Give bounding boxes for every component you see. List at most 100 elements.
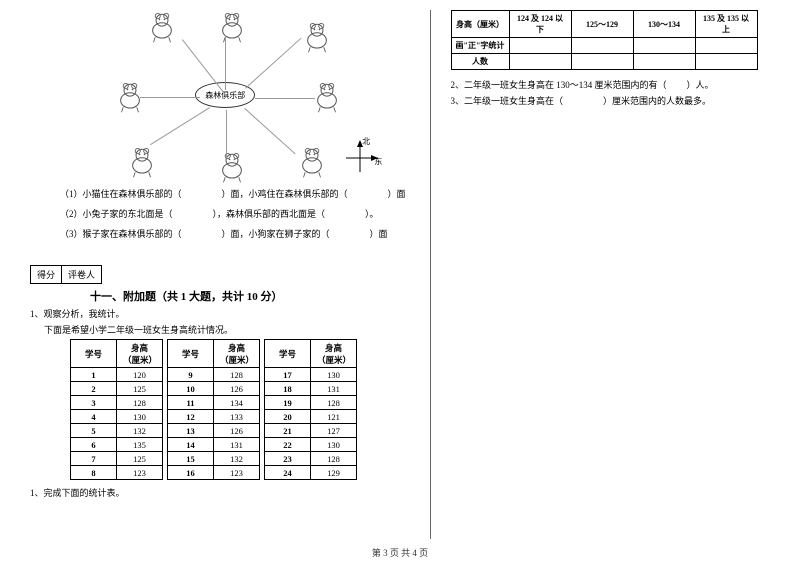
table-cell: 19 bbox=[265, 396, 311, 410]
diagram-questions: （1）小猫住在森林俱乐部的（）面，小鸡住在森林俱乐部的（）面 （2）小兔子家的东… bbox=[60, 187, 421, 240]
stats-header-row: 身高（厘米）124 及 124 以下125～129130～134135 及 13… bbox=[451, 11, 757, 38]
table-header: 身高（厘米） bbox=[214, 340, 260, 368]
forest-club-diagram: 森林俱乐部 北 东 bbox=[95, 10, 355, 180]
question-1: （1）小猫住在森林俱乐部的（）面，小鸡住在森林俱乐部的（）面 bbox=[60, 187, 421, 200]
connector-line bbox=[245, 108, 296, 154]
table-row: 24129 bbox=[265, 466, 357, 480]
height-data-tables: 学号身高（厘米）11202125312841305132613571258123… bbox=[70, 339, 421, 480]
table-row: 7125 bbox=[71, 452, 163, 466]
table-cell: 133 bbox=[214, 410, 260, 424]
table-cell: 11 bbox=[168, 396, 214, 410]
table-cell: 17 bbox=[265, 368, 311, 382]
monkey-icon bbox=[310, 80, 344, 114]
stats-cell-empty bbox=[695, 38, 757, 54]
column-divider bbox=[430, 10, 431, 539]
table-row: 3128 bbox=[71, 396, 163, 410]
pig-icon bbox=[295, 145, 329, 179]
table-cell: 123 bbox=[117, 466, 163, 480]
table-cell: 22 bbox=[265, 438, 311, 452]
connector-line bbox=[140, 97, 200, 98]
right-column: 身高（厘米）124 及 124 以下125～129130～134135 及 13… bbox=[451, 10, 771, 502]
table-cell: 15 bbox=[168, 452, 214, 466]
table-row: 18131 bbox=[265, 382, 357, 396]
table-cell: 130 bbox=[311, 368, 357, 382]
table-header: 身高（厘米） bbox=[117, 340, 163, 368]
table-cell: 18 bbox=[265, 382, 311, 396]
problem-1: 1、观察分析，我统计。 bbox=[30, 307, 421, 320]
table-cell: 128 bbox=[117, 396, 163, 410]
table-row: 10126 bbox=[168, 382, 260, 396]
table-cell: 21 bbox=[265, 424, 311, 438]
table-cell: 126 bbox=[214, 424, 260, 438]
table-row: 9128 bbox=[168, 368, 260, 382]
table-row: 20121 bbox=[265, 410, 357, 424]
table-cell: 9 bbox=[168, 368, 214, 382]
table-cell: 132 bbox=[117, 424, 163, 438]
table-row: 4130 bbox=[71, 410, 163, 424]
table-cell: 127 bbox=[311, 424, 357, 438]
right-question-2: 2、二年级一班女生身高在 130～134 厘米范围内的有（）人。 bbox=[451, 78, 771, 91]
table-cell: 4 bbox=[71, 410, 117, 424]
table-cell: 125 bbox=[117, 382, 163, 396]
question-3: （3）猴子家在森林俱乐部的（）面，小狗家在狮子家的（）面 bbox=[60, 227, 421, 240]
stats-cell-empty bbox=[633, 54, 695, 70]
table-cell: 16 bbox=[168, 466, 214, 480]
stats-row: 人数 bbox=[451, 54, 757, 70]
table-cell: 130 bbox=[117, 410, 163, 424]
table-cell: 131 bbox=[311, 382, 357, 396]
data-table-2: 学号身高（厘米）91281012611134121331312614131151… bbox=[167, 339, 260, 480]
table-row: 11134 bbox=[168, 396, 260, 410]
table-cell: 125 bbox=[117, 452, 163, 466]
data-table-1: 学号身高（厘米）11202125312841305132613571258123 bbox=[70, 339, 163, 480]
table-cell: 20 bbox=[265, 410, 311, 424]
table-row: 6135 bbox=[71, 438, 163, 452]
stats-cell-empty bbox=[509, 54, 571, 70]
table-cell: 126 bbox=[214, 382, 260, 396]
table-cell: 13 bbox=[168, 424, 214, 438]
question-2: （2）小兔子家的东北面是（），森林俱乐部的西北面是（）。 bbox=[60, 207, 421, 220]
page-footer: 第 3 页 共 4 页 bbox=[0, 546, 800, 559]
stats-row: 画"正"字统计 bbox=[451, 38, 757, 54]
table-row: 23128 bbox=[265, 452, 357, 466]
sub-question-1: 1、完成下面的统计表。 bbox=[30, 486, 421, 499]
table-cell: 5 bbox=[71, 424, 117, 438]
table-row: 15132 bbox=[168, 452, 260, 466]
stats-cell-empty bbox=[633, 38, 695, 54]
table-cell: 134 bbox=[214, 396, 260, 410]
table-cell: 128 bbox=[311, 396, 357, 410]
compass-north: 北 bbox=[362, 136, 370, 147]
chicken-icon bbox=[300, 20, 334, 54]
table-cell: 6 bbox=[71, 438, 117, 452]
table-cell: 135 bbox=[117, 438, 163, 452]
table-header: 身高（厘米） bbox=[311, 340, 357, 368]
stats-cell-empty bbox=[571, 38, 633, 54]
table-row: 22130 bbox=[265, 438, 357, 452]
table-header: 学号 bbox=[168, 340, 214, 368]
table-row: 2125 bbox=[71, 382, 163, 396]
table-row: 17130 bbox=[265, 368, 357, 382]
table-row: 19128 bbox=[265, 396, 357, 410]
left-column: 森林俱乐部 北 东 （1）小猫住在森林俱乐部的（）面，小鸡住在森林俱乐部的（）面… bbox=[30, 10, 421, 502]
table-cell: 3 bbox=[71, 396, 117, 410]
data-table-3: 学号身高（厘米）17130181311912820121211272213023… bbox=[264, 339, 357, 480]
center-label: 森林俱乐部 bbox=[205, 90, 245, 101]
right-question-3: 3、二年级一班女生身高在（）厘米范围内的人数最多。 bbox=[451, 94, 771, 107]
table-cell: 130 bbox=[311, 438, 357, 452]
connector-line bbox=[150, 107, 210, 145]
table-header: 学号 bbox=[265, 340, 311, 368]
problem-1-desc: 下面是希望小学二年级一班女生身高统计情况。 bbox=[44, 323, 421, 336]
lion-icon bbox=[145, 10, 179, 44]
compass-east: 东 bbox=[374, 156, 382, 167]
stats-header: 125～129 bbox=[571, 11, 633, 38]
table-cell: 23 bbox=[265, 452, 311, 466]
table-row: 12133 bbox=[168, 410, 260, 424]
connector-line bbox=[245, 38, 301, 89]
table-header: 学号 bbox=[71, 340, 117, 368]
table-row: 8123 bbox=[71, 466, 163, 480]
grader-label: 评卷人 bbox=[62, 266, 101, 283]
stats-header: 身高（厘米） bbox=[451, 11, 509, 38]
compass-icon: 北 东 bbox=[340, 138, 380, 178]
cat-icon bbox=[215, 10, 249, 44]
table-row: 1120 bbox=[71, 368, 163, 382]
score-box: 得分 评卷人 bbox=[30, 265, 102, 284]
